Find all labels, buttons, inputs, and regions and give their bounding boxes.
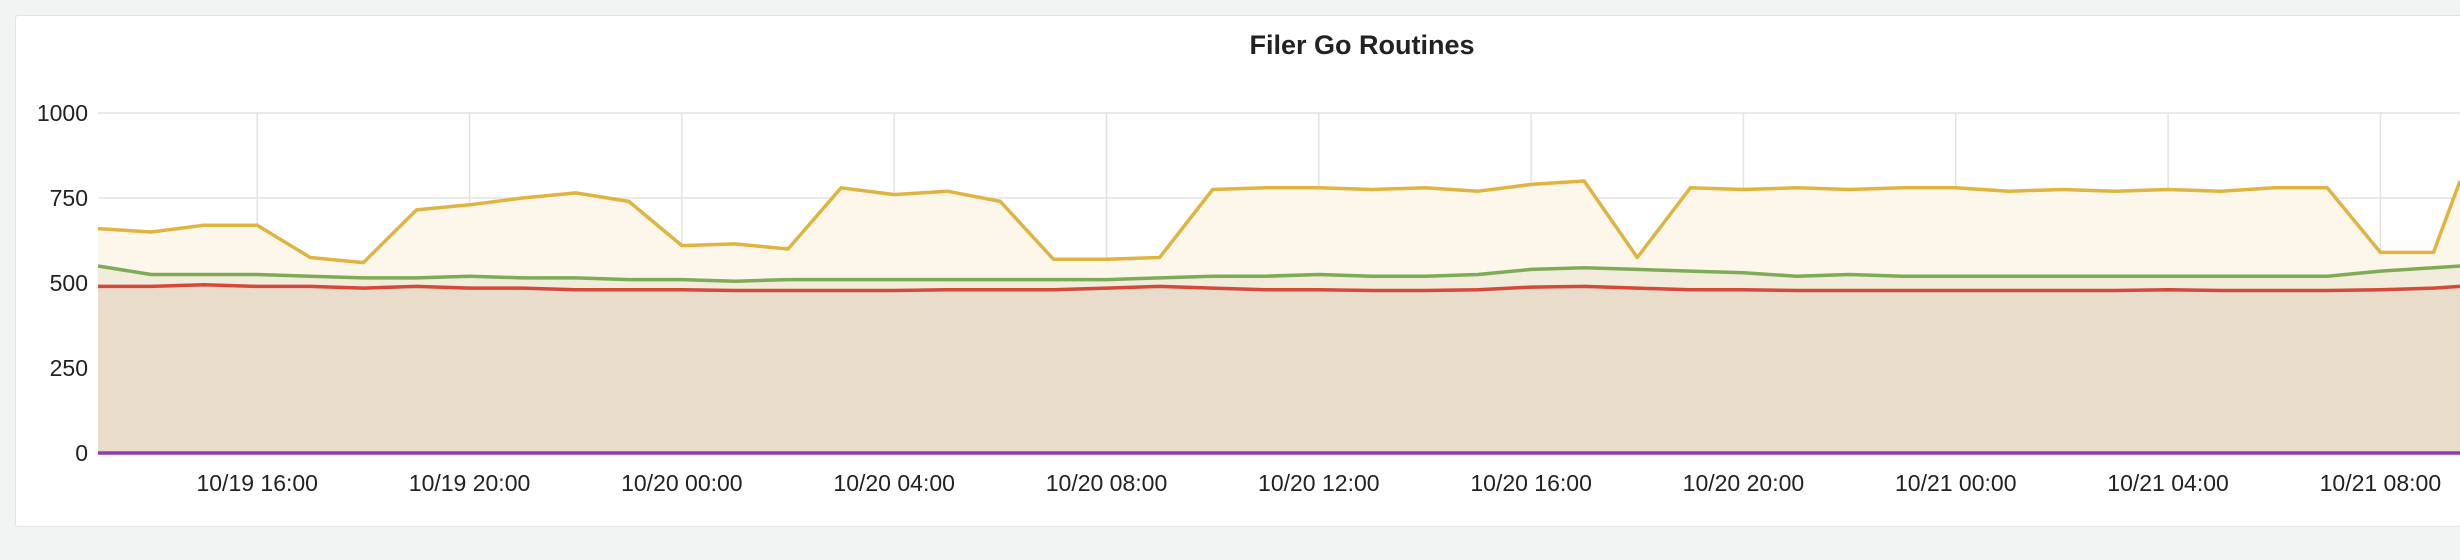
x-tick-label: 10/19 16:00 [196,470,318,496]
x-tick-label: 10/20 08:00 [1046,470,1168,496]
series-areas [98,181,2460,453]
x-tick-label: 10/21 04:00 [2107,470,2229,496]
series-2-area [98,284,2460,453]
x-tick-label: 10/21 08:00 [2320,470,2442,496]
x-tick-label: 10/19 20:00 [409,470,531,496]
y-axis-ticks: 0 250 500 750 1000 [37,100,88,466]
x-tick-label: 10/20 00:00 [621,470,743,496]
x-axis-ticks: 10/19 16:00 10/19 20:00 10/20 00:00 10/20 0… [196,470,2441,496]
y-tick-label: 500 [50,270,88,296]
y-tick-label: 1000 [37,100,88,126]
y-tick-label: 0 [75,440,88,466]
x-tick-label: 10/20 20:00 [1683,470,1805,496]
y-tick-label: 750 [50,185,88,211]
x-tick-label: 10/20 04:00 [833,470,955,496]
series-1-line [97,264,2460,284]
series-0-line [97,179,2460,265]
x-tick-label: 10/21 00:00 [1895,470,2017,496]
panel-title: Filer Go Routines [1249,30,1475,60]
y-tick-label: 250 [50,355,88,381]
series-2-line [98,282,2460,293]
x-tick-label: 10/20 16:00 [1470,470,1592,496]
x-tick-label: 10/20 12:00 [1258,470,1380,496]
series-lines [97,179,2460,455]
